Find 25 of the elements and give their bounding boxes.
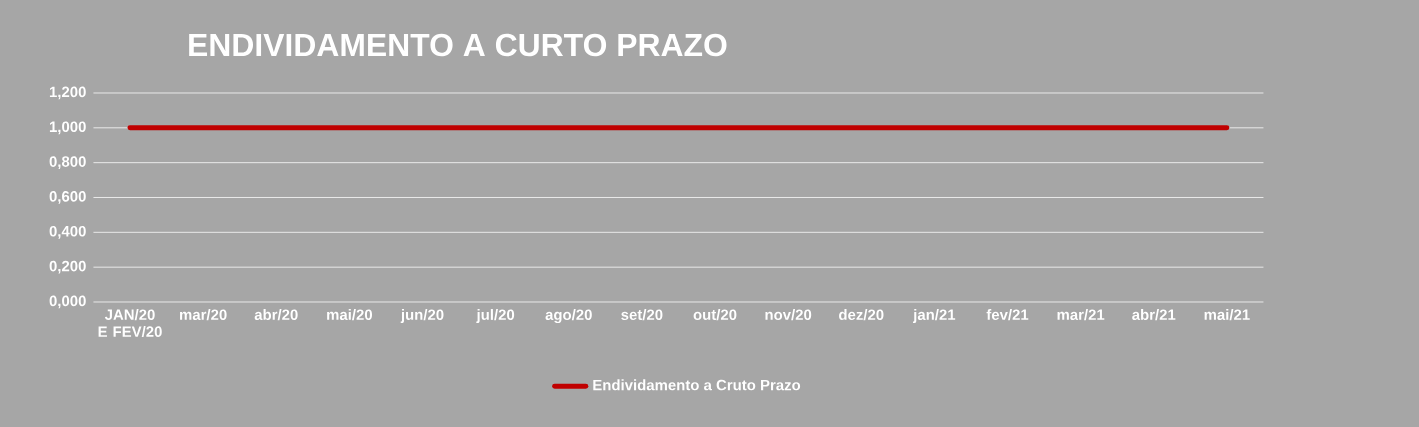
x-tick-label: mai/21 bbox=[1204, 309, 1250, 321]
legend-label: Endividamento a Cruto Prazo bbox=[593, 379, 801, 391]
y-tick-label: 0,600 bbox=[49, 191, 86, 204]
x-tick-label: dez/20 bbox=[839, 309, 884, 321]
y-tick-label: 1,000 bbox=[49, 121, 86, 135]
x-tick-label: abr/21 bbox=[1132, 309, 1176, 321]
x-tick-label: jun/20 bbox=[400, 309, 444, 323]
y-tick-label: 0,800 bbox=[49, 156, 86, 170]
x-tick-label: mai/20 bbox=[327, 309, 373, 321]
x-tick-label: set/20 bbox=[621, 309, 663, 321]
x-tick-label: out/20 bbox=[693, 309, 737, 321]
y-tick-label: 0,400 bbox=[49, 225, 86, 239]
chart-title: ENDIVIDAMENTO A CURTO PRAZO bbox=[189, 33, 727, 57]
x-tick-label: abr/20 bbox=[254, 309, 298, 321]
x-tick-label: fev/21 bbox=[986, 309, 1029, 321]
y-tick-label: 1,200 bbox=[49, 86, 86, 100]
x-tick-label: jan/21 bbox=[912, 309, 956, 323]
y-tick-label: 0,200 bbox=[49, 260, 86, 274]
x-tick-label: mar/20 bbox=[180, 309, 227, 321]
x-tick-label: JAN/20 E FEV/20 bbox=[98, 309, 162, 338]
x-tick-label: jul/20 bbox=[476, 309, 515, 323]
x-tick-label: ago/20 bbox=[545, 309, 592, 324]
x-tick-label: nov/20 bbox=[765, 309, 812, 321]
x-tick-label: mar/21 bbox=[1057, 309, 1105, 321]
y-tick-label: 0,000 bbox=[49, 295, 86, 309]
